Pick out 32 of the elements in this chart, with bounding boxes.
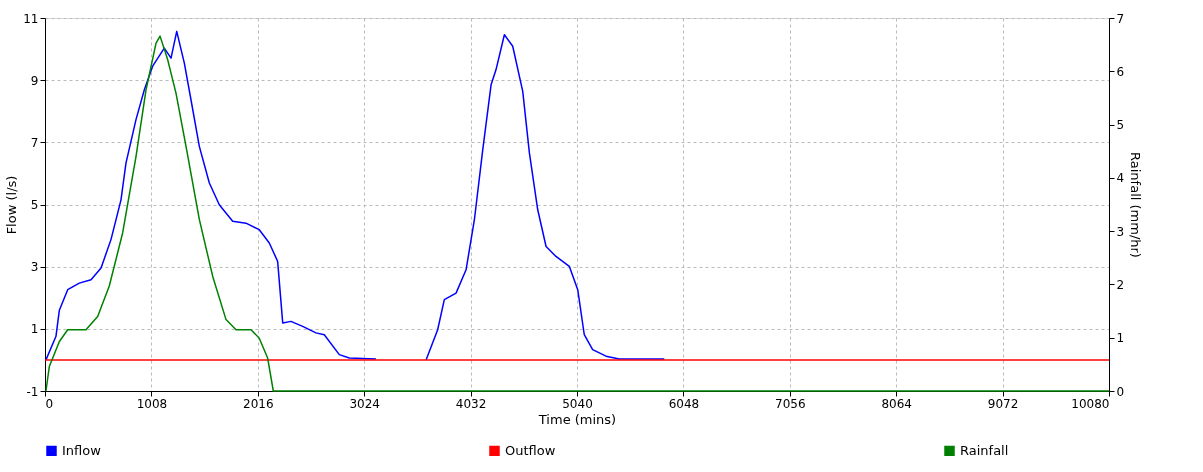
y-tick-label: 11 <box>23 11 39 26</box>
x-tick-label: 5040 <box>562 396 593 411</box>
x-tick-label: 0 <box>45 396 54 411</box>
y-tick-label: 1 <box>30 322 39 337</box>
x-tick-label: 9072 <box>987 396 1019 411</box>
y-axis-title: Flow (l/s) <box>4 175 20 235</box>
legend-label: Outflow <box>505 442 556 458</box>
x-tick-label: 3024 <box>349 396 380 411</box>
y-tick-label: 3 <box>30 260 39 275</box>
y2-tick-label: 4 <box>1116 171 1125 186</box>
y2-tick-label: 2 <box>1116 277 1125 292</box>
legend-label: Rainfall <box>960 442 1009 458</box>
y2-tick-label: 6 <box>1116 64 1125 79</box>
x-tick-label: 2016 <box>243 396 274 411</box>
y-tick-label: 5 <box>30 198 39 212</box>
y2-tick-label: 3 <box>1116 224 1125 239</box>
y2-tick-label: 7 <box>1116 11 1125 26</box>
y2-axis-title: Rainfall (mm/hr) <box>1128 152 1144 258</box>
x-tick-label: 6048 <box>668 396 700 411</box>
y-tick-label: 9 <box>30 73 39 88</box>
x-axis-title: Time (mins) <box>537 411 617 427</box>
y-tick-label: 7 <box>30 135 39 150</box>
y2-tick-label: 0 <box>1116 384 1125 399</box>
x-tick-label: 1008 <box>136 396 168 411</box>
x-tick-label: 7056 <box>775 396 806 411</box>
y2-tick-label: 1 <box>1116 331 1125 346</box>
x-tick-label: 8064 <box>881 396 912 411</box>
y-tick-label: -1 <box>26 384 39 399</box>
y2-tick-label: 5 <box>1116 118 1125 133</box>
legend-label: Inflow <box>62 442 102 458</box>
x-tick-label: 10080 <box>1071 396 1110 411</box>
x-tick-label: 4032 <box>455 396 487 411</box>
